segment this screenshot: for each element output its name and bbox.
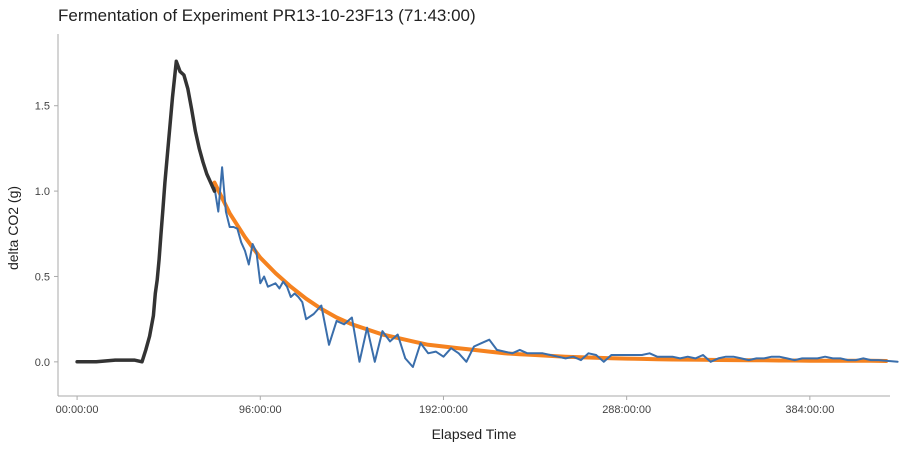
axes	[57, 34, 890, 397]
ticks: 00:00:00 96:00:00 192:00:00 288:00:00 384:00…	[35, 101, 835, 416]
series	[75, 59, 899, 368]
x-tick-label: 384:00:00	[785, 404, 834, 416]
y-tick-label: 1.5	[35, 101, 50, 113]
chart-title: Fermentation of Experiment PR13-10-23F13…	[58, 6, 476, 25]
series-line-line	[213, 166, 899, 368]
x-tick-label: 192:00:00	[419, 404, 468, 416]
y-tick-label: 1.0	[35, 186, 50, 198]
x-tick-label: 96:00:00	[239, 404, 282, 416]
series-line-fit-curve	[212, 180, 889, 363]
x-tick-label: 00:00:00	[56, 404, 99, 416]
x-tick-label: 288:00:00	[602, 404, 651, 416]
x-axis-label: Elapsed Time	[432, 426, 517, 442]
y-tick-label: 0.5	[35, 271, 50, 283]
y-axis-label: delta CO2 (g)	[5, 186, 21, 270]
series-line-thick-line	[75, 59, 217, 364]
y-tick-label: 0.0	[35, 357, 50, 369]
